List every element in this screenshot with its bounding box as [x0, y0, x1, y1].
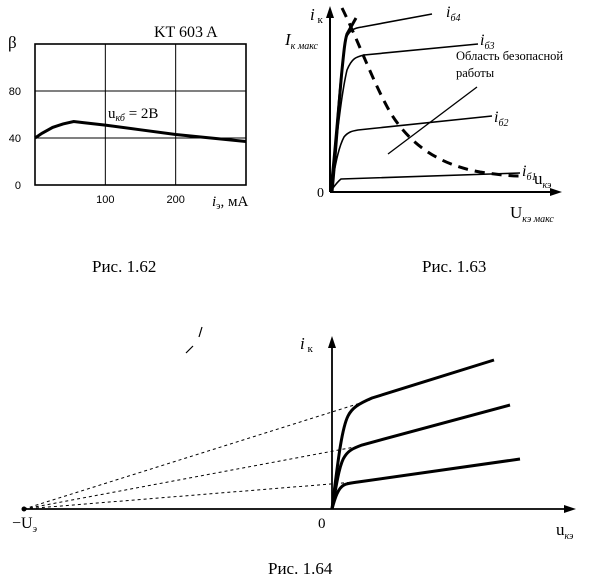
- fig164-stray-mark-2: [185, 345, 194, 354]
- fig163-y-axis-label: i к: [310, 5, 323, 26]
- fig162-curve-label-val: = 2B: [125, 106, 158, 122]
- fig163-ik-max-label: Iк макс: [284, 30, 319, 52]
- fig163-curve-ib2: [329, 115, 493, 193]
- fig164-y-axis-arrow: [328, 336, 336, 348]
- fig164-dashed-extension-2: [23, 445, 361, 510]
- figure-1-62: 100 200 0 40 80 KT 603 A β iэ, мА uкб = 2B Р…: [8, 24, 248, 276]
- fig163-curve-ib1: [329, 172, 521, 193]
- fig163-steep-edge: [330, 17, 358, 193]
- fig163-ik-max-sym: I: [284, 30, 292, 49]
- fig163-label-ib1: iб1: [522, 163, 536, 183]
- fig164-x-axis-label: uкэ: [556, 520, 574, 542]
- fig163-x-axis-arrow: [550, 188, 562, 196]
- fig164-y-axis-sym: i: [300, 334, 305, 353]
- fig164-dashed-extension-3: [23, 481, 356, 510]
- fig163-label-ib4-sym: i: [446, 4, 450, 21]
- fig162-x-axis-sym: i: [212, 194, 216, 210]
- fig163-label-ib1-sub: б1: [526, 172, 536, 183]
- fig164-curve-3: [330, 457, 521, 510]
- fig163-origin: 0: [317, 186, 324, 201]
- fig163-x-axis-sub: кэ: [543, 180, 553, 191]
- fig162-device-label: KT 603 A: [154, 24, 218, 41]
- figure-1-64: i к 0 −Uэ uкэ Рис. 1.64: [12, 326, 576, 578]
- fig164-dashed-extension-1: [23, 399, 371, 510]
- fig163-safe-area-line1: Область безопасной: [456, 49, 563, 63]
- fig163-label-ib3: iб3: [480, 32, 494, 52]
- fig163-safe-area-line2: работы: [456, 66, 495, 80]
- fig163-label-ib2-sub: б2: [498, 118, 508, 129]
- fig162-x-tick-label: 200: [166, 194, 184, 206]
- fig163-label-ib4: iб4: [446, 4, 460, 24]
- fig163-label-ib3-sub: б3: [484, 41, 494, 52]
- fig163-safe-area-pointer: [387, 86, 478, 155]
- fig164-x-axis-arrow: [564, 505, 576, 513]
- fig163-uke-max-label: Uкэ макс: [510, 203, 554, 225]
- fig162-caption: Рис. 1.62: [92, 257, 156, 276]
- fig162-curve-label-sym: u: [108, 106, 116, 122]
- fig163-max-power-curve: [340, 7, 521, 178]
- fig164-origin: 0: [318, 516, 326, 532]
- fig162-tick-labels: 100 200 0 40 80: [9, 86, 185, 206]
- fig162-y-axis-label: β: [8, 33, 17, 52]
- fig163-uke-max-sym: U: [510, 203, 522, 222]
- fig163-y-axis-sub: к: [315, 14, 324, 26]
- fig164-caption: Рис. 1.64: [268, 559, 333, 578]
- fig163-uke-max-sub: кэ макс: [522, 214, 554, 225]
- fig163-label-ib1-sym: i: [522, 163, 526, 180]
- fig164-curve-1: [330, 358, 495, 510]
- fig164-y-axis-label: i к: [300, 334, 313, 355]
- figure-1-63: i к Iк макс 0 uкэ Uкэ макс iб4 iб3 iб2 i…: [284, 4, 563, 276]
- fig163-y-axis-arrow: [326, 6, 334, 18]
- fig162-x-axis-unit: , мА: [220, 194, 248, 210]
- fig162-curve-label-sub: кб: [116, 113, 126, 124]
- fig163-label-ib3-sym: i: [480, 32, 484, 49]
- fig164-stray-mark-1: [198, 326, 203, 338]
- fig163-label-ib2-sym: i: [494, 109, 498, 126]
- fig164-y-axis-sub: к: [305, 343, 314, 355]
- fig164-x-axis-sym: u: [556, 520, 565, 539]
- fig162-beta-curve: [34, 119, 247, 143]
- fig162-x-axis-sub: э: [216, 201, 220, 212]
- fig162-plot-frame: [34, 43, 247, 186]
- fig162-y-tick-label: 40: [9, 133, 21, 145]
- fig164-curve-2: [330, 403, 511, 510]
- fig164-neg-u-label: −Uэ: [12, 515, 38, 535]
- fig164-neg-u-point: [21, 506, 27, 512]
- fig162-y-tick-label: 0: [15, 180, 21, 192]
- fig162-curve-label: uкб = 2B: [108, 106, 158, 124]
- fig162-x-tick-label: 100: [96, 194, 114, 206]
- fig162-y-tick-label: 80: [9, 86, 21, 98]
- fig163-label-ib2: iб2: [494, 109, 508, 129]
- fig164-neg-u-sym: −U: [12, 515, 33, 532]
- fig163-y-axis-sym: i: [310, 5, 315, 24]
- fig163-x-axis-label: uкэ: [534, 169, 552, 191]
- fig164-x-axis-sub: кэ: [565, 531, 575, 542]
- fig162-x-axis-label: iэ, мА: [212, 194, 248, 212]
- fig163-ik-max-sub: к макс: [291, 41, 319, 52]
- fig163-x-axis-sym: u: [534, 169, 543, 188]
- fig163-label-ib4-sub: б4: [450, 13, 460, 24]
- fig164-neg-u-sub: э: [33, 524, 38, 535]
- fig163-caption: Рис. 1.63: [422, 257, 486, 276]
